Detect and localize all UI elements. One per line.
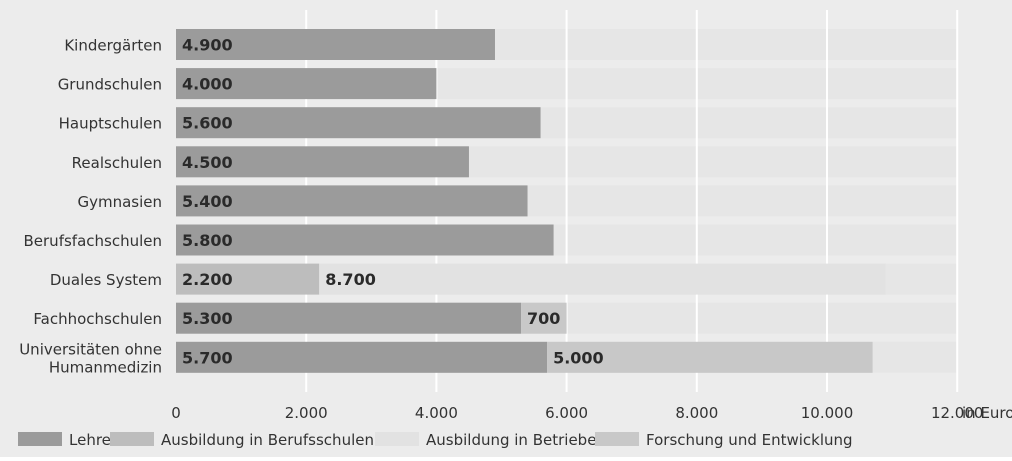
category-label: Realschulen — [72, 154, 162, 172]
category-label: Grundschulen — [58, 76, 162, 94]
x-tick-label: 0 — [171, 404, 181, 422]
category-label: Gymnasien — [77, 193, 162, 211]
bar-segment — [176, 263, 320, 295]
bar-segment — [319, 263, 886, 295]
bar-segment — [176, 107, 541, 139]
bar-segment — [176, 224, 554, 256]
legend-label: Ausbildung in Betrieben — [426, 431, 606, 449]
legend-swatch — [18, 432, 62, 446]
data-label: 5.600 — [182, 114, 233, 133]
data-label: 4.500 — [182, 153, 233, 172]
x-tick-label: 4.000 — [415, 404, 458, 422]
bar-segment — [176, 146, 469, 178]
category-label: Kindergärten — [64, 37, 162, 55]
data-label: 700 — [527, 309, 560, 328]
bar-segment — [176, 302, 522, 334]
category-label: Berufsfachschulen — [24, 232, 163, 250]
bar-segment — [176, 29, 495, 60]
bar-segment — [547, 341, 873, 373]
legend-label: Ausbildung in Berufsschulen — [161, 431, 374, 449]
data-label: 4.000 — [182, 75, 233, 94]
bar-segment — [176, 185, 528, 217]
x-tick-label: 8.000 — [675, 404, 718, 422]
data-label: 5.300 — [182, 309, 233, 328]
legend-label: Forschung und Entwicklung — [646, 431, 853, 449]
category-label: Humanmedizin — [49, 358, 162, 376]
legend: Lehre Ausbildung in Berufsschulen Ausbildu… — [18, 431, 853, 449]
bar-segment — [176, 68, 437, 100]
data-label: 5.700 — [182, 348, 233, 367]
x-tick-label: 6.000 — [545, 404, 588, 422]
data-label: 8.700 — [325, 270, 376, 289]
data-label: 5.800 — [182, 231, 233, 250]
legend-swatch — [595, 432, 639, 446]
data-label: 2.200 — [182, 270, 233, 289]
x-tick-label: 10.000 — [801, 404, 854, 422]
x-axis-unit: in Euro — [962, 404, 1012, 422]
legend-swatch — [110, 432, 154, 446]
bar-labels: 4.900 4.000 5.600 4.500 5.400 5.800 2.200 8.700… — [182, 36, 604, 368]
category-labels: Kindergärten Grundschulen Hauptschulen Real… — [19, 37, 162, 377]
data-label: 5.400 — [182, 192, 233, 211]
bar-segment — [176, 341, 548, 373]
x-tick-label: 2.000 — [285, 404, 328, 422]
data-label: 5.000 — [553, 348, 604, 367]
category-label: Hauptschulen — [59, 115, 162, 133]
legend-swatch — [375, 432, 419, 446]
data-label: 4.900 — [182, 36, 233, 55]
bar-segment — [521, 302, 567, 334]
category-label: Duales System — [50, 271, 162, 289]
category-label: Fachhochschulen — [33, 310, 162, 328]
bars — [176, 29, 886, 373]
category-label: Universitäten ohne — [19, 340, 162, 358]
legend-label: Lehre — [69, 431, 111, 449]
x-tick-label: 12.000 — [931, 404, 984, 422]
